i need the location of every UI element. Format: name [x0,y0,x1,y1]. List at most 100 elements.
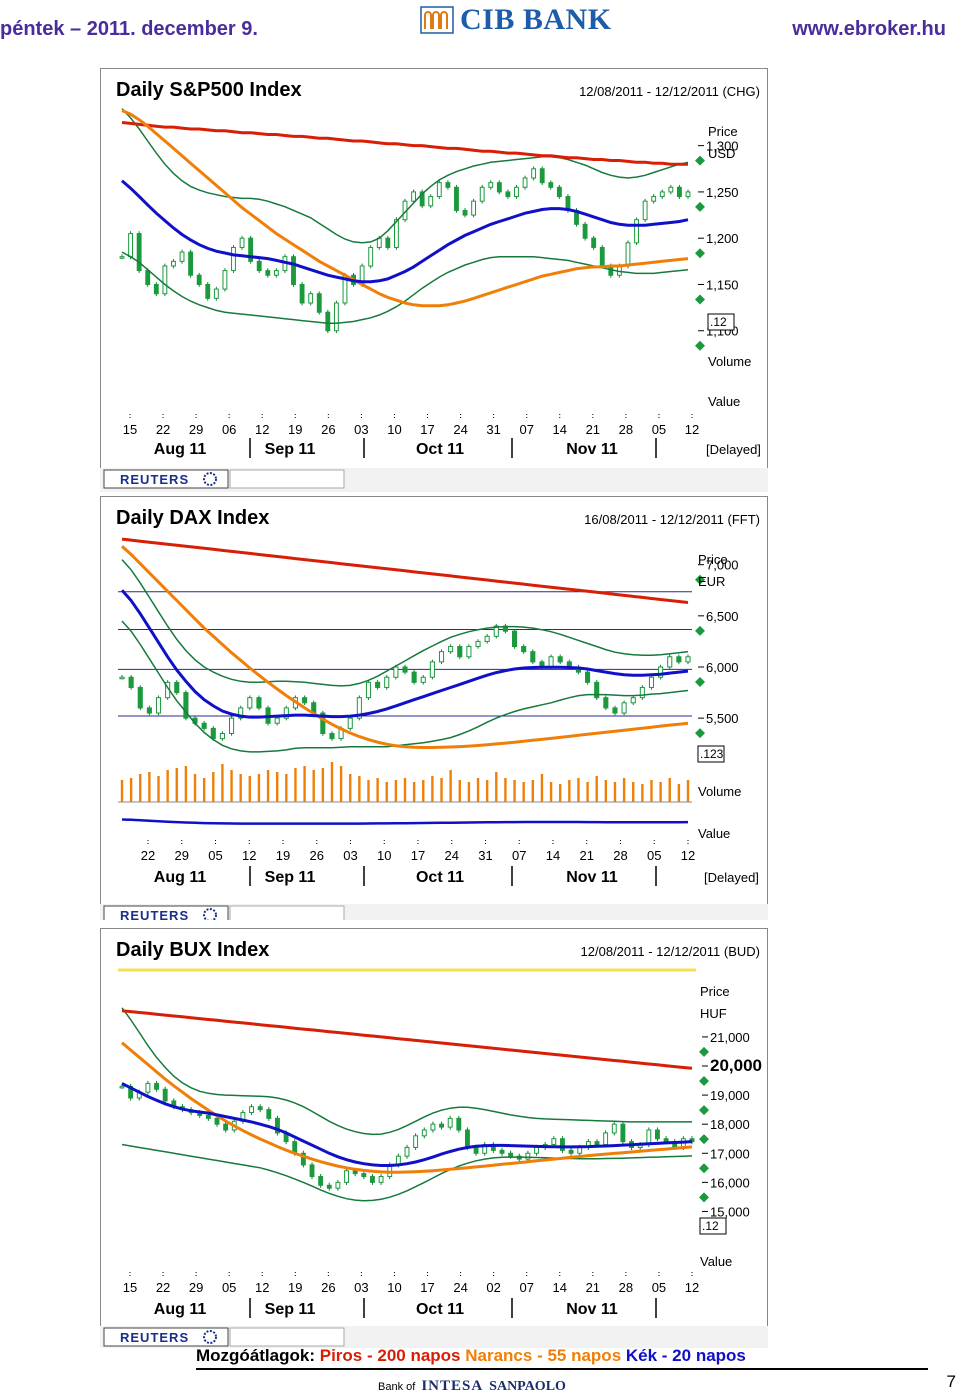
x-tick-label: 22 [156,1280,170,1295]
candle-body [603,1132,609,1146]
website-link[interactable]: www.ebroker.hu [792,18,946,40]
volume-bar [622,778,626,802]
y-tick-label: 1,150 [706,277,739,292]
candle-body [329,732,335,740]
candle-body [265,270,271,276]
y-tick-label: 1,300 [706,139,739,154]
x-month-label: Aug 11 [154,869,207,886]
price-marker-icon [695,340,705,351]
volume-bar [120,780,124,802]
x-tick-label: 19 [288,422,302,437]
candle-body [534,1146,539,1154]
last-value-box [699,1217,727,1235]
y-tick-label: 6,500 [706,609,739,624]
volume-bar [275,772,279,802]
candle-body [457,646,463,658]
chart-date-range: 12/08/2011 - 12/12/2011 (BUD) [581,944,760,959]
candle-body [119,676,125,680]
candle-body [137,686,143,709]
candle-body [439,1123,444,1128]
bank-of-label: Bank of [378,1380,416,1393]
candle-body [302,697,308,704]
x-tick-label: 17 [411,848,425,863]
report-date: péntek – 2011. december 9. [0,18,258,40]
volume-bar [467,782,471,802]
candle-body [508,1152,514,1157]
ma200-line [121,1009,693,1070]
volume-bar [394,780,398,802]
candle-body [556,186,562,198]
chart-title: Daily BUX Index [116,939,269,961]
x-tick-label: 31 [478,848,492,863]
volume-bar [650,780,653,802]
candle-body [231,246,236,272]
x-tick-label: 10 [387,422,401,437]
candle-body [393,219,399,248]
candle-body [201,722,207,729]
x-month-label: Sep 11 [265,869,316,886]
candle-body [273,270,279,276]
delayed-label: [Delayed] [704,870,759,885]
x-month-label: Nov 11 [566,1301,618,1318]
x-tick-label: 21 [580,848,594,863]
reuters-strip-box [229,469,345,489]
ma55-line [120,545,689,749]
x-tick-label: 15 [123,422,137,437]
candle-body [479,186,485,202]
x-month-label: Sep 11 [265,441,316,458]
candle-body [658,666,664,678]
candle-body [668,186,674,193]
x-tick-label: 12 [685,1280,699,1295]
candle-body [119,1085,125,1089]
candle-body [402,666,408,673]
candle-body [428,196,434,207]
reuters-logo-box [103,905,229,920]
candle-body [275,1117,280,1134]
candle-body [239,237,245,248]
chart-frame [100,68,768,492]
volume-bar [184,766,188,802]
volume-bar [385,782,388,802]
candle-body [352,1170,358,1175]
last-value-box [707,313,735,331]
candle-body [385,237,391,248]
candle-body [347,717,353,729]
candle-body [621,702,627,714]
candle-body [505,191,511,198]
candle-body [256,260,262,272]
volume-bar [230,770,233,802]
x-tick-label: 12 [685,422,699,437]
volume-label: Volume [708,354,751,369]
candle-body [421,1129,427,1137]
candle-body [676,186,682,198]
candle-body [249,1106,254,1114]
candle-body [560,1138,565,1151]
candle-body [300,1152,306,1166]
volume-bar [522,782,525,802]
price-label: Price [700,984,730,999]
candle-body [154,1082,159,1090]
x-tick-label: 24 [453,1280,467,1295]
candle-body [429,661,435,678]
legend-red: Piros - 200 napos [319,1346,461,1365]
price-marker-icon [699,1134,709,1145]
volume-bar [321,768,325,802]
candle-body [511,630,518,648]
candle-body [309,1164,315,1178]
x-tick-label: 07 [519,422,533,437]
candle-body [325,311,331,332]
candle-body [530,651,536,663]
candle-body [591,237,597,248]
volume-bar [129,778,133,802]
volume-bar [175,768,178,802]
candle-body [594,681,600,699]
legend-orange: Narancs - 55 napos [465,1346,622,1365]
x-tick-label: 17 [420,422,434,437]
value-label: Value [698,826,730,841]
volume-bar [613,782,617,802]
volume-bar [549,782,553,802]
volume-bar [531,780,535,802]
y-tick-label: 5,500 [706,711,739,726]
candle-body [685,656,691,663]
reuters-logo-box [103,1327,229,1347]
